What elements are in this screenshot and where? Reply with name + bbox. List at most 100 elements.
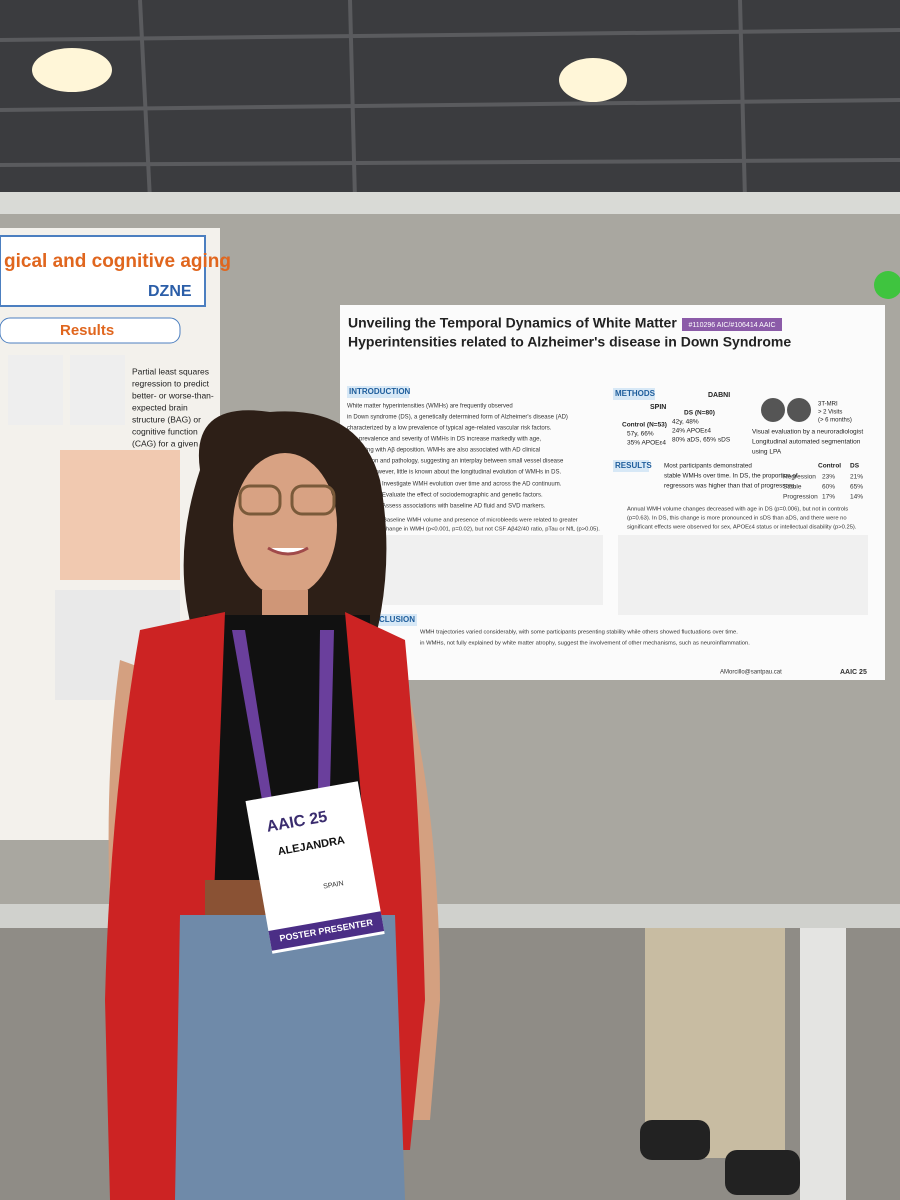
ceiling-beams [0,0,900,201]
poster-title: Hyperintensities related to Alzheimer's … [348,334,791,350]
section-header [347,386,409,398]
methods-header: METHODS [615,389,656,398]
finding-line: (p=0.63). In DS, this change is more pro… [627,516,847,522]
table-cell: 14% [850,494,863,501]
pin [874,271,900,299]
contact: AMorcillo@santpau.cat [720,670,782,676]
plot [8,355,63,425]
table-cell: Progression [783,494,818,501]
results-line: regressors was higher than that of progr… [664,483,796,490]
finding-line: significant effects were observed for se… [627,525,857,531]
glasses [238,484,336,516]
group-stat: 42y, 48% [672,419,699,426]
results-box [0,317,181,344]
intro-line: and AD. However, little is known about t… [347,470,561,476]
note-line: structure (BAG) or [132,414,201,424]
intro-line: in Down syndrome (DS), a genetically det… [347,415,568,421]
table-cell: Stable [783,484,802,491]
brain-scan [761,398,785,422]
aim-line: Evaluate the effect of sociodemographic … [382,493,543,499]
section-header [377,614,417,626]
smile [267,546,309,556]
conclusion-line: in WMHs, not fully explained by white ma… [420,641,750,647]
group-stat: 24% APOEε4 [672,428,711,435]
cohort: SPIN [650,404,666,411]
badge-ribbon [268,911,385,951]
group-stat: 35% APOEε4 [627,440,666,447]
red-vest [345,612,425,1150]
table-header: Control [818,463,841,470]
intro-line: White matter hyperintensities (WMHs) are… [347,404,513,410]
brain-scan [787,398,811,422]
baseline-line: Baseline WMH volume and presence of micr… [383,518,578,524]
lanyard [232,630,272,800]
left-poster-section: Results [60,322,114,339]
ceiling-light [559,58,627,102]
method-step: Visual evaluation by a neuroradiologist [752,429,863,436]
group-stat: 57y, 66% [627,431,654,438]
aim-line: Assess associations with baseline AD flu… [382,504,546,510]
conclusion-line: WMH trajectories varied considerably, wi… [420,630,738,636]
note-line: better- or worse-than- [132,390,214,400]
badge [245,781,385,954]
left-poster-header [0,235,206,307]
heatmap [60,450,180,580]
conclusion-header: CLUSION [379,615,415,624]
section-header [613,388,655,400]
note-line: cognitive function [132,426,198,436]
board-rail [0,192,900,214]
main-poster [340,305,885,680]
intro-line: coinciding with Aβ deposition. WMHs are … [347,448,540,454]
baseline-line: change in WMH (p<0.001, p=0.02), but not… [383,527,600,533]
note-line: Partial least squares [132,366,209,376]
group-stat: 80% aDS, 65% sDS [672,437,731,444]
finding-line: Annual WMH volume changes decreased with… [627,507,848,513]
mri: > 2 Visits [818,410,842,416]
abstract-id: #110296 AIC/#106414 AAIC [688,322,775,329]
table-cell: 23% [822,474,835,481]
mri: 3T-MRI [818,402,838,408]
note-line: expected brain [132,402,188,412]
person-legs [645,928,785,1158]
plots [618,535,868,615]
note-line: regression to predict [132,378,210,388]
intro-line: progression and pathology, suggesting an… [347,459,564,465]
results-line: Most participants demonstrated [664,463,752,470]
cohort: DABNI [708,392,730,399]
section-header [613,460,649,472]
left-poster-title: gical and cognitive aging [4,251,231,272]
board-leg [800,928,846,1200]
id-box [682,318,782,331]
results-header: RESULTS [615,461,652,470]
note-line: (CAG) for a given age [132,438,215,448]
method-step: using LPA [752,449,782,456]
lanyard [318,630,334,790]
shoe [725,1150,800,1195]
results-line: stable WMHs over time. In DS, the propor… [664,473,798,480]
badge-country: SPAIN [323,880,344,890]
intro-line: The prevalence and severity of WMHs in D… [347,437,541,443]
left-poster-logo: DZNE [148,283,192,300]
jeans [175,915,405,1200]
mri: (> 6 months) [818,418,852,424]
shoe [640,1120,710,1160]
poster-title: Unveiling the Temporal Dynamics of White… [348,315,677,331]
intro-header: INTRODUCTION [349,387,411,396]
method-step: Longitudinal automated segmentation [752,439,861,446]
plot [70,355,125,425]
footer-logo: AAIC 25 [840,669,867,676]
face [233,453,337,597]
table-cell: 21% [850,474,863,481]
plots [383,535,603,605]
group: Control (N=53) [622,422,667,429]
ceiling-light [32,48,112,92]
group: DS (N=80) [684,410,715,417]
table-cell: 17% [822,494,835,501]
table-header: DS [850,463,860,470]
table-cell: 65% [850,484,863,491]
aim-line: Investigate WMH evolution over time and … [382,482,562,488]
table-cell: Regression [783,474,816,481]
table-cell: 60% [822,484,835,491]
